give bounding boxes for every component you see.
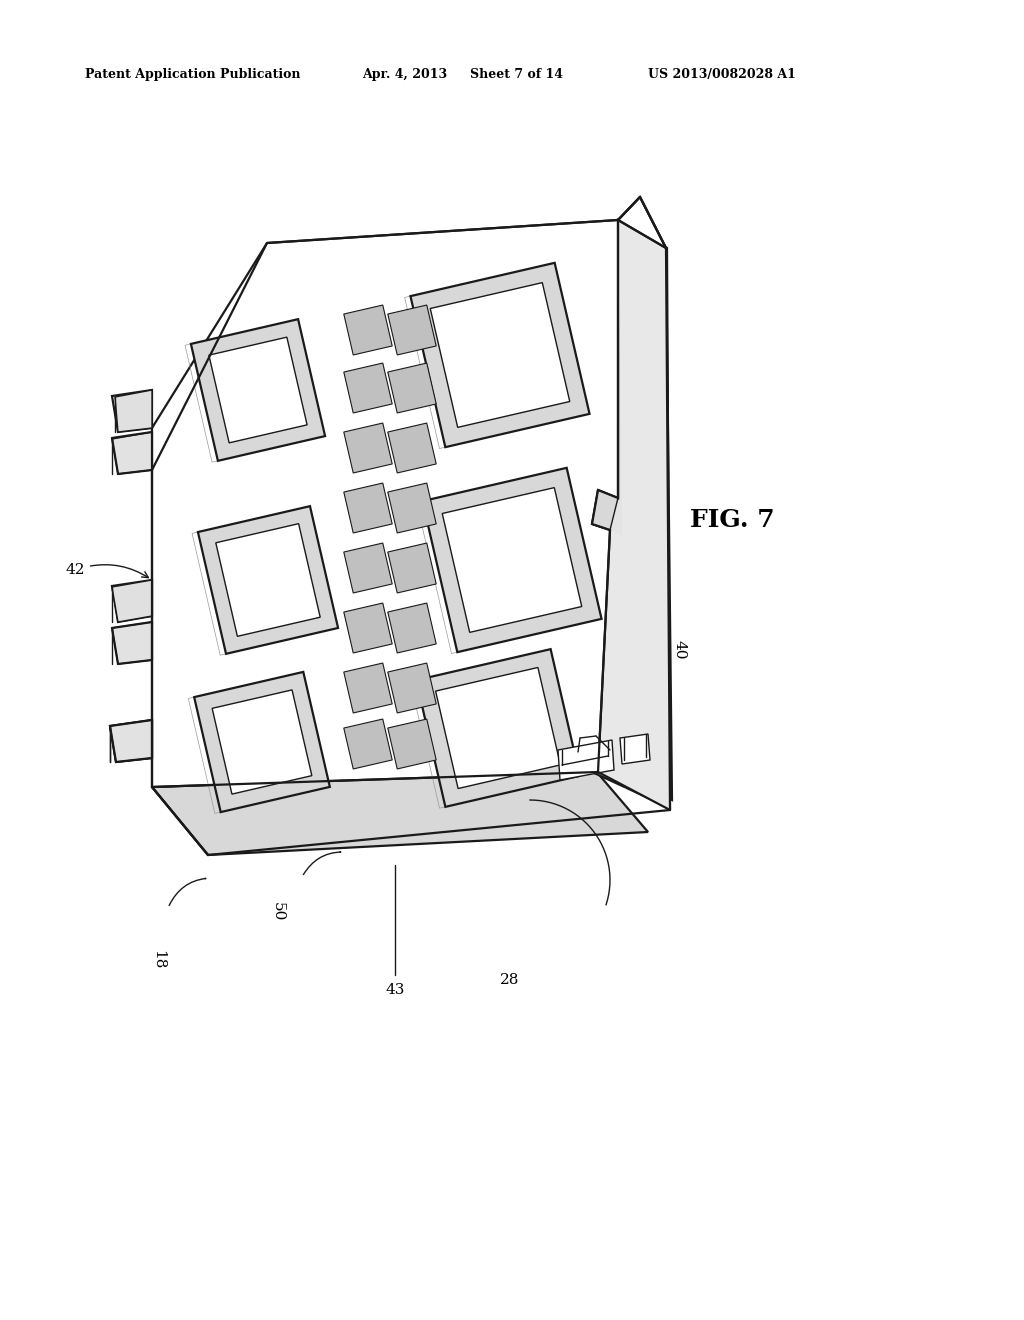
Bar	[388, 363, 436, 413]
Bar	[195, 672, 330, 812]
Polygon shape	[596, 222, 672, 800]
Text: US 2013/0082028 A1: US 2013/0082028 A1	[648, 69, 796, 81]
Bar	[344, 483, 392, 533]
Bar	[216, 524, 321, 636]
Bar	[435, 668, 560, 788]
Text: Apr. 4, 2013: Apr. 4, 2013	[362, 69, 447, 81]
Polygon shape	[152, 770, 648, 855]
Bar	[388, 543, 436, 593]
Bar	[198, 506, 338, 653]
Polygon shape	[620, 734, 650, 764]
Bar	[442, 487, 582, 632]
Text: Patent Application Publication: Patent Application Publication	[85, 69, 300, 81]
Bar	[416, 649, 580, 807]
Bar	[209, 337, 307, 442]
Polygon shape	[592, 220, 670, 808]
Polygon shape	[112, 622, 152, 664]
Bar	[411, 651, 574, 808]
Text: Sheet 7 of 14: Sheet 7 of 14	[470, 69, 563, 81]
Text: 40: 40	[673, 640, 687, 660]
Polygon shape	[110, 220, 618, 787]
Bar	[411, 263, 590, 447]
Polygon shape	[558, 741, 614, 780]
Polygon shape	[110, 719, 152, 762]
Bar	[344, 305, 392, 355]
Bar	[388, 422, 436, 473]
Bar	[388, 719, 436, 770]
Bar	[344, 543, 392, 593]
Polygon shape	[618, 197, 666, 248]
Bar	[344, 603, 392, 653]
Bar	[388, 305, 436, 355]
Bar	[423, 467, 601, 652]
Bar	[344, 663, 392, 713]
Bar	[388, 663, 436, 713]
Bar	[190, 319, 325, 461]
Text: 42: 42	[66, 564, 148, 578]
Bar	[344, 363, 392, 413]
Bar	[388, 603, 436, 653]
Bar	[344, 719, 392, 770]
FancyArrowPatch shape	[303, 851, 341, 875]
Bar	[185, 321, 319, 462]
Polygon shape	[592, 490, 618, 531]
Bar	[188, 673, 324, 813]
Bar	[404, 264, 584, 449]
Text: 50: 50	[271, 903, 285, 921]
Text: FIG. 7: FIG. 7	[690, 508, 774, 532]
Bar	[212, 690, 312, 795]
Polygon shape	[110, 719, 152, 762]
Polygon shape	[112, 579, 152, 622]
Bar	[344, 422, 392, 473]
Text: 43: 43	[385, 983, 404, 997]
Bar	[430, 282, 569, 428]
FancyArrowPatch shape	[169, 878, 206, 906]
Bar	[388, 483, 436, 533]
Bar	[417, 469, 596, 653]
Text: 18: 18	[151, 950, 165, 970]
Polygon shape	[115, 389, 152, 432]
Text: 28: 28	[501, 973, 520, 987]
Bar	[193, 507, 332, 655]
Polygon shape	[598, 220, 670, 810]
Polygon shape	[112, 432, 152, 474]
